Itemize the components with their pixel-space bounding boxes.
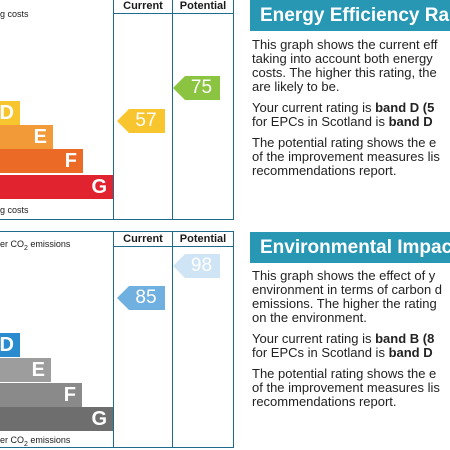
band-letter: G xyxy=(91,175,107,198)
energy-paragraph-2: Your current rating is band D (5 for EPC… xyxy=(252,101,435,129)
band-letter: F xyxy=(64,149,77,172)
current-rating-indicator: 85 xyxy=(117,286,165,310)
band-e: E xyxy=(0,358,51,382)
band-g: G xyxy=(0,407,113,431)
current-rating-value: 57 xyxy=(135,110,157,131)
band-d: D xyxy=(0,333,20,357)
current-rating-value: 85 xyxy=(135,287,157,308)
env-paragraph-3: The potential rating shows the e of the … xyxy=(252,367,440,409)
band-g: G xyxy=(0,175,113,199)
potential-column-header: Potential xyxy=(179,233,227,245)
potential-rating-indicator: 98 xyxy=(173,254,220,278)
top-scale-label: er CO2 emissions xyxy=(0,239,71,252)
band-f: F xyxy=(0,149,83,173)
header-divider xyxy=(113,13,233,14)
bottom-scale-label: er CO2 emissions xyxy=(0,435,71,448)
environmental-impact-title: Environmental Impac xyxy=(250,232,450,263)
bottom-scale-label: g costs xyxy=(0,205,29,215)
environmental-impact-panel: Environmental Impac This graph shows the… xyxy=(250,232,450,409)
band-letter: D xyxy=(0,101,14,124)
current-column-divider xyxy=(113,0,114,219)
current-column-header: Current xyxy=(123,0,163,12)
band-letter: E xyxy=(31,358,45,381)
energy-paragraph-1: This graph shows the current eff taking … xyxy=(252,38,438,94)
env-paragraph-1: This graph shows the effect of y environ… xyxy=(252,269,443,325)
potential-column-divider xyxy=(172,232,173,447)
band-letter: F xyxy=(63,383,76,406)
current-column-divider xyxy=(113,232,114,447)
band-letter: G xyxy=(91,407,107,430)
current-column-header: Current xyxy=(123,233,163,245)
top-scale-label: g costs xyxy=(0,9,29,19)
energy-efficiency-chart: Current Potential g costs D E F G 57 75 … xyxy=(0,0,234,220)
band-letter: D xyxy=(0,333,14,356)
energy-efficiency-title: Energy Efficiency Ra xyxy=(250,0,450,31)
potential-column-header: Potential xyxy=(179,0,227,12)
potential-rating-value: 75 xyxy=(190,77,213,98)
band-e: E xyxy=(0,125,53,149)
energy-efficiency-panel: Energy Efficiency Ra This graph shows th… xyxy=(250,0,450,178)
energy-paragraph-3: The potential rating shows the e of the … xyxy=(252,136,440,178)
environmental-impact-chart: Current Potential er CO2 emissions D E F… xyxy=(0,231,234,448)
band-letter: E xyxy=(33,125,47,148)
current-rating-indicator: 57 xyxy=(117,109,165,133)
potential-column-divider xyxy=(172,0,173,219)
env-paragraph-2: Your current rating is band B (8 for EPC… xyxy=(252,332,435,360)
band-f: F xyxy=(0,383,82,407)
potential-rating-value: 98 xyxy=(190,255,213,276)
potential-rating-indicator: 75 xyxy=(173,76,220,100)
header-divider xyxy=(113,246,233,247)
band-d: D xyxy=(0,101,20,125)
